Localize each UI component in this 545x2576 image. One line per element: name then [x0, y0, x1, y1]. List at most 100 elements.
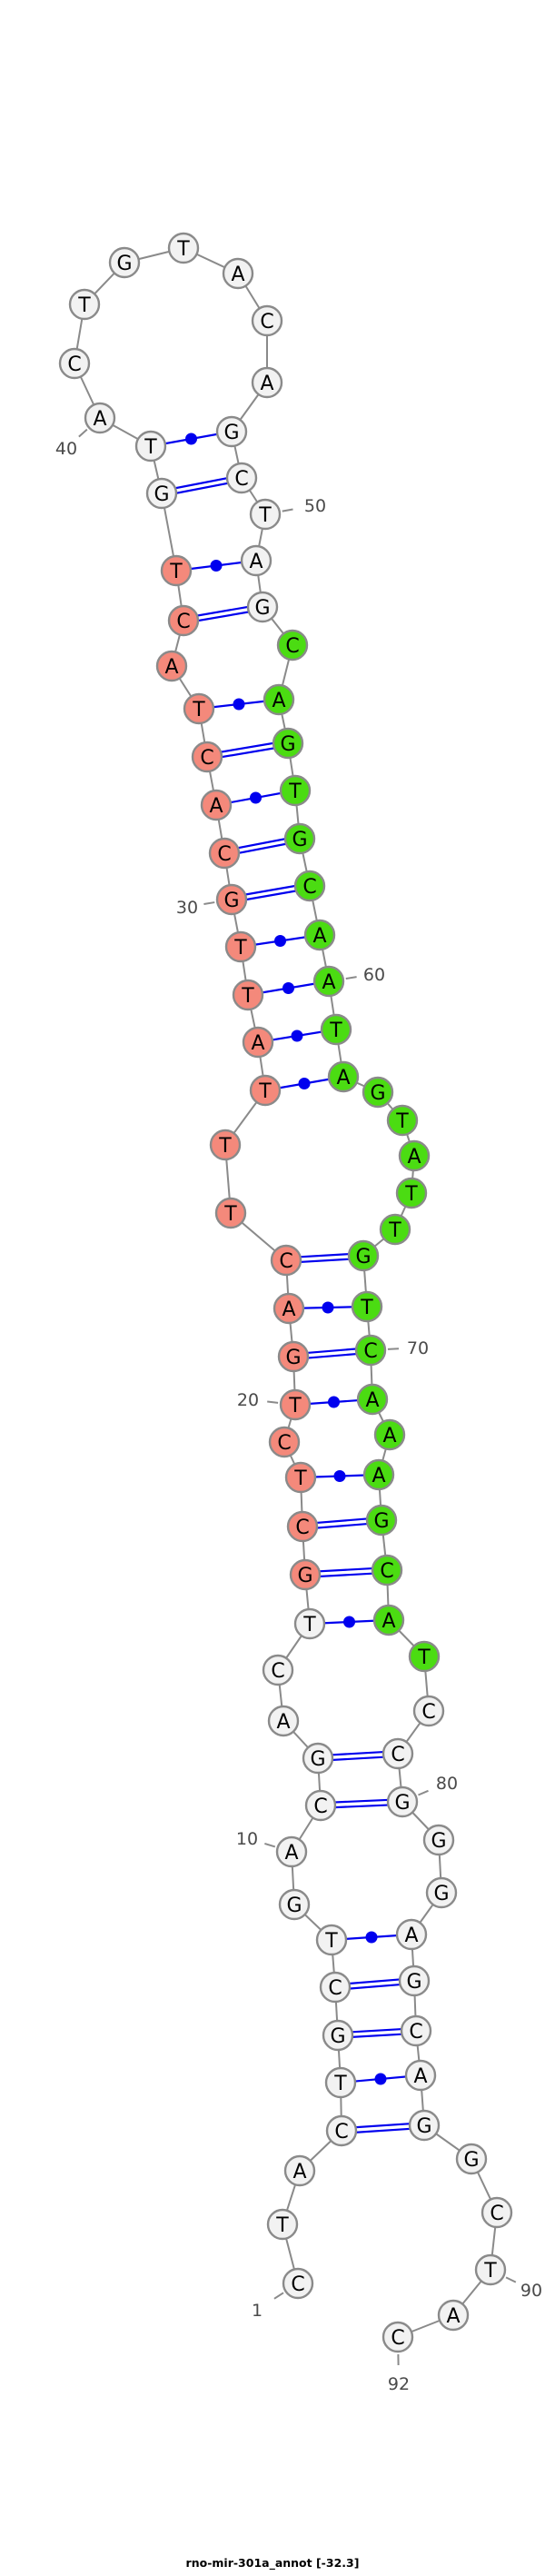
nucleotide-89-C	[481, 2196, 513, 2229]
nucleotide-letter-52: G	[254, 597, 270, 620]
nucleotide-letter-42: T	[77, 294, 91, 317]
nucleotide-75-C	[371, 1554, 403, 1586]
nucleotide-37-T	[160, 554, 193, 587]
nucleotide-8-T	[315, 1924, 348, 1956]
basepair-dot	[233, 698, 245, 711]
nucleotide-letter-35: A	[164, 656, 178, 679]
nucleotide-21-G	[277, 1340, 310, 1373]
nucleotide-letter-46: C	[260, 311, 273, 333]
nucleotide-74-G	[365, 1504, 398, 1537]
nucleotide-77-T	[408, 1640, 441, 1673]
basepair-dot	[291, 1029, 303, 1042]
nucleotide-18-T	[284, 1461, 317, 1494]
nucleotide-43-G	[108, 246, 141, 279]
nucleotide-letter-77: T	[417, 1646, 431, 1669]
position-label-50: 50	[304, 496, 326, 516]
nucleotide-90-T	[474, 2253, 507, 2286]
nucleotide-letter-37: T	[169, 561, 183, 583]
nucleotide-80-G	[386, 1785, 419, 1818]
nucleotide-20-T	[279, 1388, 312, 1421]
nucleotide-19-C	[268, 1426, 301, 1458]
nucleotide-letter-23: C	[279, 1250, 292, 1273]
nucleotide-letter-48: G	[223, 422, 239, 444]
nucleotide-31-C	[208, 837, 241, 870]
nucleotide-letter-63: G	[370, 1082, 385, 1105]
nucleotide-letter-34: T	[192, 699, 205, 721]
nucleotide-letter-45: A	[231, 264, 244, 286]
nucleotide-letter-33: C	[200, 747, 213, 770]
nucleotide-letter-7: C	[328, 1977, 342, 2000]
basepair-dot	[274, 935, 286, 947]
nucleotide-letter-24: T	[223, 1203, 237, 1226]
nucleotide-letter-55: G	[280, 733, 295, 756]
nucleotide-28-T	[232, 979, 264, 1011]
basepair-dot	[343, 1616, 355, 1628]
nucleotide-letter-21: G	[285, 1347, 301, 1369]
nucleotide-56-T	[279, 774, 312, 807]
nucleotide-letter-19: C	[277, 1432, 291, 1455]
position-label-1: 1	[252, 2301, 263, 2321]
nucleotide-10-A	[275, 1835, 308, 1868]
position-tick	[345, 976, 357, 980]
nucleotide-letter-44: T	[176, 238, 190, 261]
nucleotide-84-G	[398, 1964, 431, 1997]
nucleotide-letter-54: A	[272, 690, 285, 712]
nucleotide-62-A	[327, 1060, 360, 1093]
nucleotide-letter-41: C	[67, 353, 81, 376]
nucleotide-letter-88: G	[463, 2149, 479, 2172]
nucleotide-34-T	[183, 692, 215, 725]
nucleotide-letter-40: A	[93, 408, 106, 431]
nucleotide-30-G	[215, 883, 248, 916]
nucleotide-47-A	[251, 366, 283, 399]
nucleotide-letter-78: C	[421, 1701, 435, 1724]
basepair-dot	[210, 560, 223, 572]
position-tick	[505, 2276, 517, 2283]
basepair-dot	[328, 1396, 340, 1408]
nucleotide-letter-91: A	[446, 2305, 460, 2328]
nucleotide-9-G	[278, 1888, 311, 1921]
nucleotide-letter-17: C	[295, 1517, 309, 1539]
nucleotide-letter-29: T	[233, 937, 247, 960]
nucleotide-letter-38: G	[154, 483, 169, 506]
nucleotide-41-C	[58, 347, 91, 380]
nucleotide-letter-5: T	[333, 2073, 347, 2095]
nucleotide-46-C	[251, 304, 283, 337]
nucleotide-29-T	[224, 930, 257, 963]
nucleotide-letter-39: T	[144, 436, 157, 459]
nucleotide-66-T	[395, 1177, 428, 1209]
nucleotide-76-A	[372, 1604, 405, 1636]
nucleotide-40-A	[84, 402, 116, 434]
nucleotide-letter-9: G	[286, 1895, 302, 1917]
nucleotide-25-T	[209, 1129, 242, 1161]
nucleotide-letter-11: C	[313, 1795, 327, 1818]
nucleotide-letter-28: T	[241, 985, 254, 1008]
nucleotide-22-A	[272, 1292, 305, 1325]
position-label-40: 40	[55, 439, 77, 459]
nucleotide-letter-31: C	[217, 843, 231, 866]
nucleotide-45-A	[222, 257, 254, 290]
position-label-80: 80	[436, 1774, 458, 1794]
nucleotide-42-T	[68, 288, 101, 321]
nucleotide-36-C	[167, 604, 200, 637]
nucleotide-92-C	[382, 2321, 414, 2353]
nucleotide-letter-49: C	[234, 468, 248, 491]
nucleotide-letter-66: T	[404, 1183, 418, 1206]
nucleotide-letter-36: C	[176, 611, 190, 633]
nucleotide-3-A	[283, 2154, 316, 2187]
nucleotide-52-G	[246, 591, 279, 623]
nucleotide-60-A	[312, 965, 345, 998]
plot-caption: rno-mir-301a_annot [-32.3]	[185, 2556, 360, 2570]
nucleotide-letter-6: G	[330, 2025, 345, 2048]
nucleotide-24-T	[214, 1197, 247, 1229]
position-label-92: 92	[388, 2374, 410, 2394]
nucleotide-letter-68: G	[355, 1246, 371, 1268]
nucleotide-letter-53: C	[285, 635, 299, 658]
nucleotide-letter-75: C	[380, 1560, 393, 1583]
nucleotide-letter-16: G	[297, 1565, 312, 1587]
nucleotide-letter-3: A	[292, 2161, 306, 2183]
nucleotide-letter-83: A	[404, 1925, 418, 1947]
nucleotide-letter-71: A	[365, 1389, 379, 1412]
nucleotide-26-T	[249, 1074, 282, 1107]
